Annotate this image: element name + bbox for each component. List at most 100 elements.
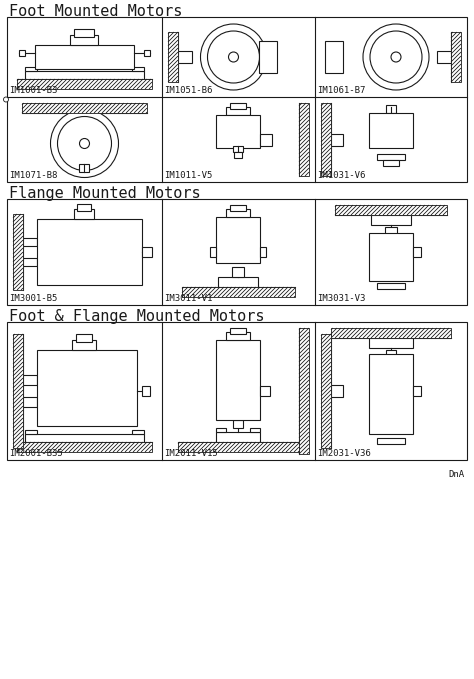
Bar (182, 287, 295, 297)
Bar (227, 209, 250, 217)
Bar (74, 209, 94, 219)
Bar (74, 29, 94, 37)
Circle shape (201, 24, 266, 90)
Circle shape (228, 52, 238, 62)
Bar (235, 152, 243, 158)
Text: IM1051-B6: IM1051-B6 (164, 86, 212, 95)
Bar (210, 247, 217, 257)
Bar (325, 41, 343, 73)
Bar (385, 227, 397, 235)
Bar (132, 430, 144, 434)
Bar (383, 160, 399, 166)
Bar (17, 442, 152, 452)
Bar (142, 386, 150, 396)
Bar (331, 385, 343, 397)
Bar (227, 332, 250, 340)
Bar (17, 79, 152, 89)
Bar (413, 247, 421, 257)
Bar (321, 103, 331, 176)
Bar (23, 258, 37, 266)
Bar (37, 350, 137, 426)
Circle shape (363, 24, 429, 90)
Bar (377, 154, 405, 160)
Bar (369, 338, 413, 348)
Circle shape (51, 109, 118, 177)
Text: IM1061-B7: IM1061-B7 (317, 86, 365, 95)
Bar (37, 219, 142, 285)
Text: IM3001-B5: IM3001-B5 (9, 294, 57, 303)
Bar (217, 432, 261, 442)
Bar (7, 17, 467, 182)
Bar (230, 103, 246, 109)
Bar (371, 215, 411, 225)
Bar (451, 32, 461, 82)
Bar (25, 434, 144, 442)
Bar (369, 354, 413, 434)
Bar (13, 214, 23, 290)
Bar (217, 115, 261, 148)
Text: IM1001-B3: IM1001-B3 (9, 86, 57, 95)
Bar (144, 50, 150, 56)
Bar (261, 247, 266, 257)
Text: IM3031-V3: IM3031-V3 (317, 294, 365, 303)
Bar (386, 105, 396, 113)
Text: IM2031-V36: IM2031-V36 (317, 449, 371, 458)
Bar (25, 430, 37, 434)
Bar (227, 107, 250, 115)
Bar (335, 205, 447, 215)
Bar (7, 322, 467, 460)
Circle shape (370, 31, 422, 83)
Bar (250, 428, 261, 432)
Bar (331, 134, 343, 145)
Bar (22, 103, 147, 113)
Bar (78, 204, 91, 211)
Bar (168, 32, 178, 82)
Bar (217, 340, 261, 420)
Bar (261, 134, 273, 145)
Bar (35, 45, 134, 69)
Bar (23, 238, 37, 246)
Bar (230, 328, 246, 334)
Bar (23, 397, 37, 407)
Text: IM2001-B35: IM2001-B35 (9, 449, 63, 458)
Text: IM1011-V5: IM1011-V5 (164, 171, 212, 180)
Circle shape (208, 31, 259, 83)
Bar (234, 420, 244, 428)
Bar (25, 67, 37, 71)
Text: IM2011-V15: IM2011-V15 (164, 449, 218, 458)
Bar (413, 386, 421, 396)
Bar (217, 428, 227, 432)
Text: Foot & Flange Mounted Motors: Foot & Flange Mounted Motors (9, 309, 264, 324)
Bar (79, 113, 91, 127)
Bar (321, 334, 331, 448)
Text: DnA: DnA (449, 470, 465, 479)
Bar (233, 267, 245, 277)
Text: Foot Mounted Motors: Foot Mounted Motors (9, 4, 182, 19)
Bar (377, 438, 405, 444)
Circle shape (3, 97, 9, 102)
Bar (259, 41, 277, 73)
Bar (80, 164, 90, 172)
Text: Flange Mounted Motors: Flange Mounted Motors (9, 186, 201, 201)
Bar (178, 51, 192, 63)
Circle shape (391, 52, 401, 62)
Bar (178, 442, 299, 452)
Bar (299, 328, 309, 454)
Text: IM1031-V6: IM1031-V6 (317, 171, 365, 180)
Bar (219, 277, 258, 287)
Bar (13, 334, 23, 448)
Bar (331, 328, 451, 338)
Bar (369, 113, 413, 148)
Circle shape (80, 139, 90, 149)
Circle shape (57, 117, 111, 170)
Text: IM3011-V1: IM3011-V1 (164, 294, 212, 303)
Bar (377, 283, 405, 289)
Bar (71, 35, 99, 45)
Bar (25, 71, 144, 79)
Bar (437, 51, 451, 63)
Bar (261, 386, 271, 396)
Bar (299, 103, 309, 176)
Bar (369, 233, 413, 281)
Bar (217, 217, 261, 263)
Bar (7, 199, 467, 305)
